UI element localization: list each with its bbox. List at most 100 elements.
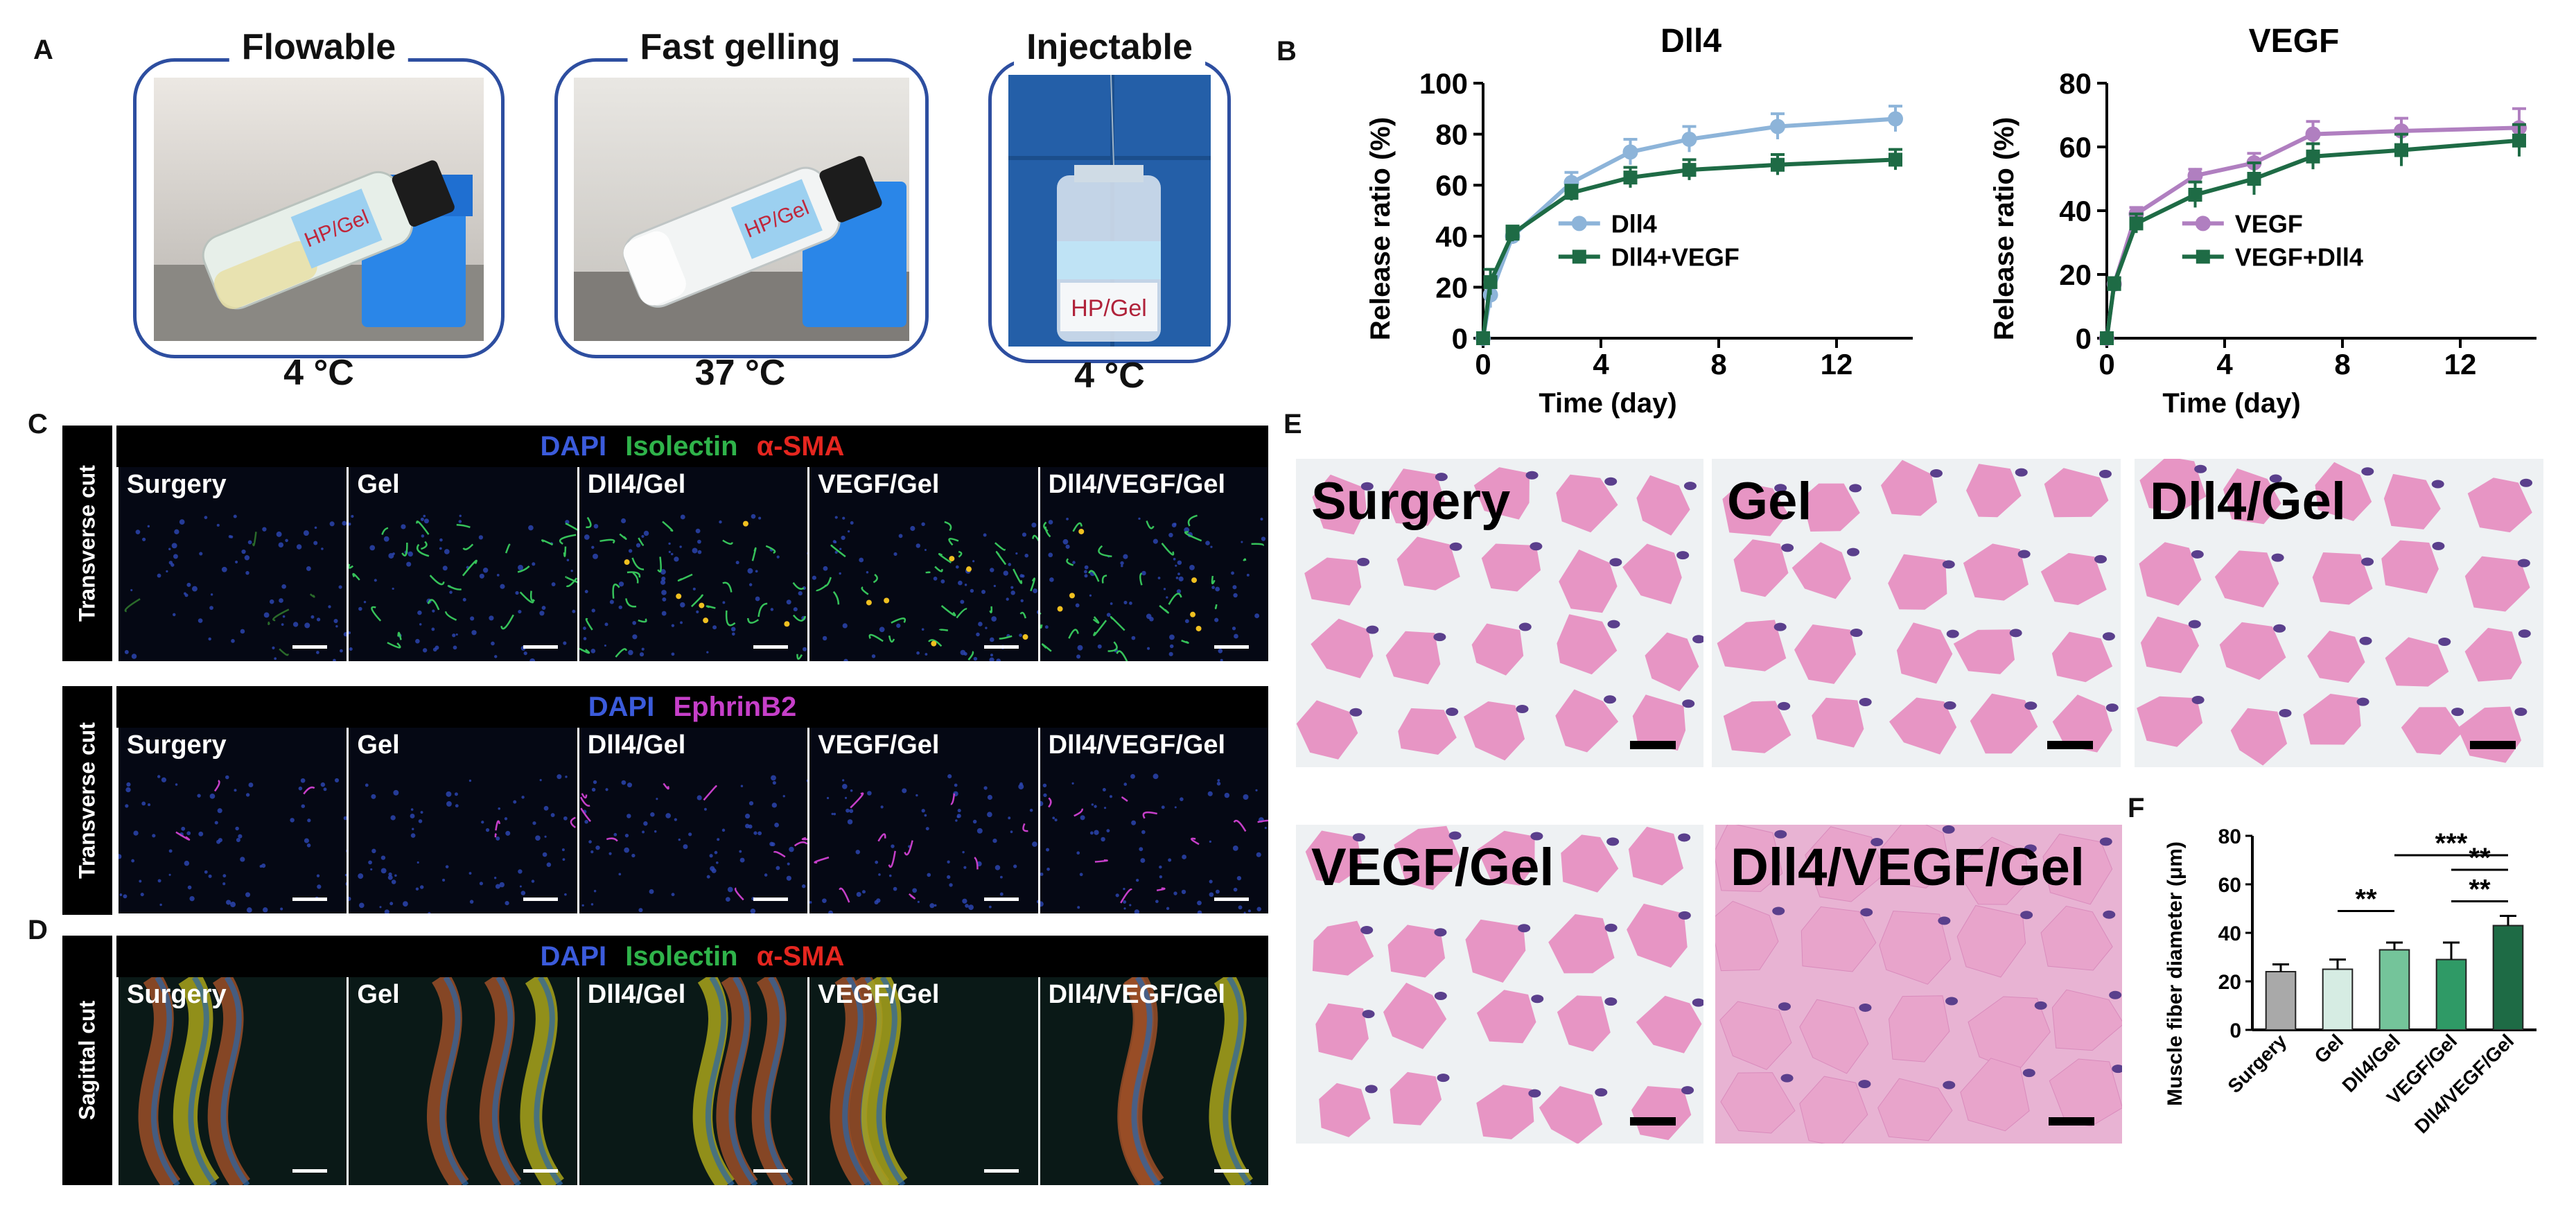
significance-label: ** [2469, 875, 2491, 905]
micrograph-cell: Gel [347, 467, 577, 661]
scale-bar [523, 898, 558, 901]
bar [2492, 925, 2524, 1031]
data-point [1888, 111, 1903, 127]
x-tick-label: 12 [1821, 348, 1853, 380]
scale-bar [1630, 1117, 1676, 1126]
y-tick-label: 60 [1435, 169, 1468, 202]
scale-bar [292, 898, 328, 901]
micrograph-cell: Gel [347, 728, 577, 913]
data-point [1623, 170, 1638, 185]
y-tick-label: 20 [1435, 271, 1468, 304]
micrograph-cell: Dll4/VEGF/Gel [1037, 728, 1268, 913]
cell-group-label: Surgery [127, 980, 227, 1009]
histology-image: Surgery [1296, 459, 1703, 767]
data-point [1483, 275, 1498, 290]
scale-bar [1213, 1169, 1249, 1173]
row-side-label: Sagittal cut [62, 936, 112, 1185]
scale-bar [523, 645, 558, 649]
x-tick-label: 0 [2099, 348, 2114, 380]
y-tick-label: 40 [2218, 922, 2241, 945]
x-tick-label: 4 [2216, 348, 2233, 380]
legend-marker [1572, 249, 1586, 264]
scale-bar [983, 898, 1019, 901]
vial-title-fastgelling: Fast gelling [627, 26, 853, 68]
cell-group-label: VEGF/Gel [818, 470, 940, 499]
micrograph-cell: Dll4/VEGF/Gel [1037, 467, 1268, 661]
panel-label-b: B [1277, 36, 1297, 67]
legend-label: VEGF+Dll4 [2235, 243, 2363, 271]
cell-group-label: Surgery [127, 470, 227, 499]
data-point [2512, 133, 2526, 148]
row-side-label: Transverse cut [62, 426, 112, 661]
data-point [1622, 144, 1638, 160]
stain-sma: α-SMA [756, 941, 845, 972]
scale-bar [292, 1169, 328, 1173]
chart-muscle-fiber-diameter: Muscle fiber diameter (μm) 020406080Surg… [2164, 825, 2536, 1137]
vial-photo-injectable: HP/Gel [1008, 75, 1211, 347]
cell-group-label: Gel [357, 980, 400, 1009]
x-tick-label: 4 [1593, 348, 1609, 380]
cell-group-label: Dll4/Gel [587, 470, 686, 499]
cell-group-label: Gel [357, 730, 400, 760]
y-tick-label: 80 [1435, 119, 1468, 151]
micrograph-cell: Gel [347, 977, 577, 1185]
micrograph-cell: Dll4/Gel [577, 728, 808, 913]
data-point [2305, 126, 2321, 142]
bar [2265, 971, 2297, 1031]
y-tick-label: 100 [1419, 67, 1468, 100]
y-tick-label: 0 [1452, 322, 1468, 355]
data-point [2188, 188, 2202, 202]
bar [2322, 968, 2354, 1031]
scale-bar [1213, 898, 1249, 901]
vial-temp-flowable: 4 °C [283, 353, 354, 393]
data-point [2107, 277, 2121, 291]
significance-label: ** [2355, 884, 2377, 915]
vial-temp-fastgelling: 37 °C [694, 353, 786, 393]
significance-label: ** [2469, 843, 2491, 873]
data-point [2100, 331, 2114, 345]
data-point [2129, 216, 2144, 231]
micrograph-cell: VEGF/Gel [807, 467, 1038, 661]
vial-title-injectable: Injectable [1014, 26, 1205, 68]
panel-label-d: D [28, 915, 48, 945]
histology-image: Dll4/VEGF/Gel [1715, 825, 2122, 1144]
data-point [1681, 131, 1697, 147]
stain-isolectin: Isolectin [625, 431, 738, 462]
panel-label-f: F [2128, 793, 2145, 823]
y-axis-label: Release ratio (%) [1989, 117, 2019, 340]
scale-bar [1213, 645, 1249, 649]
micrograph-cell: VEGF/Gel [807, 977, 1038, 1185]
data-point [1505, 227, 1520, 241]
micrograph-cell: VEGF/Gel [807, 728, 1038, 913]
stain-dapi: DAPI [540, 431, 607, 462]
x-tick-label: 8 [1710, 348, 1726, 380]
micrograph-cell: Surgery [116, 728, 347, 913]
scale-bar [523, 1169, 558, 1173]
x-tick-label: Dll4/VEGF/Gel [2410, 1030, 2518, 1137]
legend-label: VEGF [2235, 209, 2303, 238]
x-tick-label: 8 [2334, 348, 2350, 380]
cell-group-label: Dll4/VEGF/Gel [1048, 730, 1226, 760]
data-point [2247, 172, 2261, 186]
scale-bar [2049, 1117, 2094, 1126]
scale-bar [753, 1169, 789, 1173]
y-axis-label: Release ratio (%) [1365, 117, 1396, 340]
histology-image: VEGF/Gel [1296, 825, 1703, 1144]
x-axis-label: Time (day) [2162, 388, 2300, 419]
y-tick-label: 40 [2059, 195, 2092, 227]
legend-marker [1571, 216, 1587, 231]
y-tick-label: 60 [2218, 874, 2241, 897]
cell-group-label: Dll4/VEGF/Gel [1048, 980, 1226, 1009]
vial-title-flowable: Flowable [229, 26, 409, 68]
y-tick-label: 0 [2076, 322, 2092, 355]
x-axis-label: Time (day) [1539, 388, 1676, 419]
data-point [1889, 152, 1902, 167]
data-point [1564, 186, 1579, 200]
vial-temp-injectable: 4 °C [1074, 356, 1145, 396]
micrograph-cell: Surgery [116, 467, 347, 661]
scale-bar [753, 898, 789, 901]
micrograph-cell: Surgery [116, 977, 347, 1185]
series-line [1481, 157, 1896, 339]
micrograph-cell: Dll4/VEGF/Gel [1037, 977, 1268, 1185]
cell-group-label: Gel [357, 470, 400, 499]
